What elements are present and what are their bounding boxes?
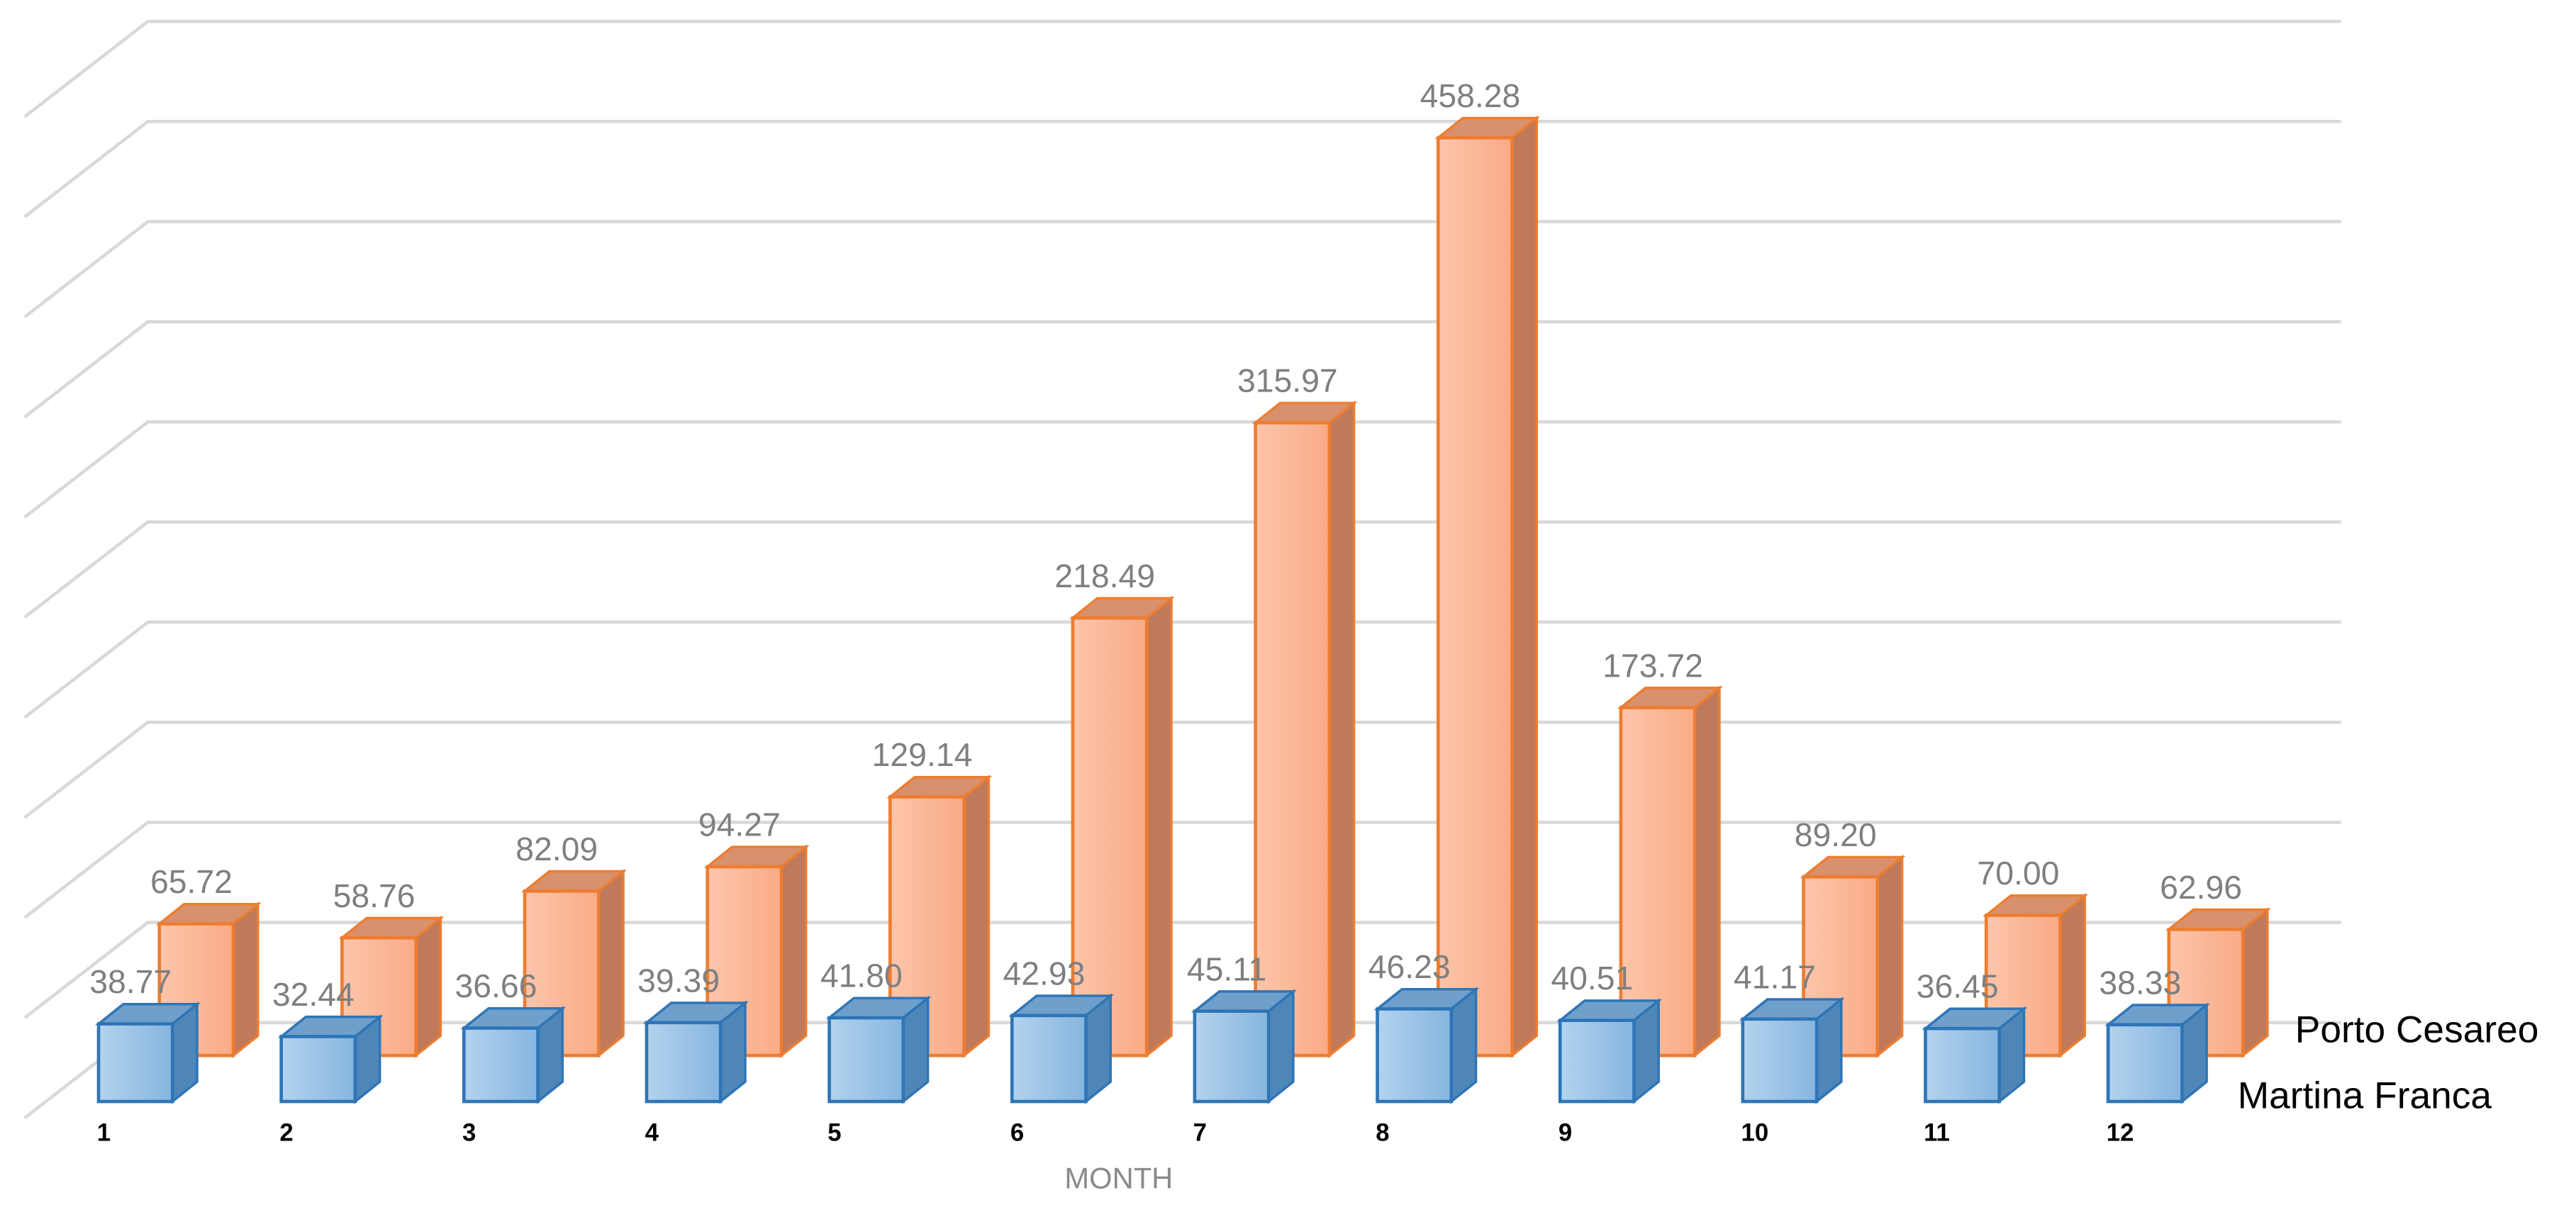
value-label: 58.76 bbox=[333, 877, 416, 914]
bar-side bbox=[1693, 685, 1721, 1058]
bar-side bbox=[902, 995, 930, 1104]
bar bbox=[645, 1021, 723, 1104]
bar bbox=[1071, 616, 1149, 1058]
x-tick-label: 4 bbox=[645, 1120, 659, 1147]
grid-line bbox=[23, 320, 2341, 418]
value-label: 40.51 bbox=[1551, 960, 1633, 997]
grid-line bbox=[23, 821, 2341, 919]
grid-line bbox=[23, 520, 2341, 619]
value-label: 218.49 bbox=[1054, 557, 1155, 594]
value-label: 41.17 bbox=[1734, 958, 1816, 995]
x-tick-label: 1 bbox=[97, 1120, 111, 1147]
bar bbox=[1436, 135, 1514, 1058]
bars bbox=[95, 115, 2271, 1104]
value-label: 36.45 bbox=[1917, 968, 1999, 1005]
bar bbox=[827, 1016, 905, 1104]
x-tick-label: 6 bbox=[1010, 1120, 1024, 1147]
grid-line bbox=[23, 720, 2341, 819]
bar bbox=[1558, 1018, 1636, 1104]
bar-side bbox=[962, 775, 991, 1058]
value-label: 41.80 bbox=[820, 958, 903, 994]
bar-side bbox=[414, 915, 442, 1058]
x-tick-label: 8 bbox=[1376, 1120, 1389, 1147]
x-tick-label: 9 bbox=[1559, 1120, 1572, 1147]
bar bbox=[279, 1035, 357, 1104]
x-tick-label: 2 bbox=[279, 1120, 293, 1147]
value-label: 458.28 bbox=[1420, 77, 1521, 114]
value-label: 129.14 bbox=[872, 736, 973, 773]
value-label: 36.66 bbox=[455, 967, 537, 1004]
x-tick-label: 5 bbox=[827, 1120, 841, 1147]
bar-side bbox=[1267, 989, 1295, 1104]
bar bbox=[1193, 1009, 1271, 1104]
x-tick-label: 12 bbox=[2107, 1120, 2134, 1147]
grid-line bbox=[23, 19, 2341, 118]
bar-side bbox=[232, 901, 260, 1058]
x-tick-label: 3 bbox=[462, 1120, 476, 1147]
value-label: 82.09 bbox=[515, 831, 598, 867]
bar-side bbox=[1328, 400, 1356, 1058]
grid-line bbox=[23, 119, 2341, 218]
bar bbox=[1741, 1017, 1819, 1104]
bar bbox=[1619, 706, 1697, 1058]
bar-side bbox=[597, 868, 625, 1058]
x-axis-title: MONTH bbox=[1064, 1161, 1173, 1194]
bar bbox=[1010, 1014, 1088, 1104]
bar bbox=[1924, 1026, 2002, 1104]
value-label: 39.39 bbox=[637, 962, 720, 999]
bar-side bbox=[1815, 997, 1843, 1104]
grid-line bbox=[23, 420, 2341, 519]
value-label: 315.97 bbox=[1237, 362, 1338, 399]
grid-line bbox=[23, 921, 2341, 1019]
value-label: 65.72 bbox=[150, 863, 233, 900]
value-label: 62.96 bbox=[2160, 869, 2242, 906]
grid bbox=[23, 19, 2341, 1120]
bar-side bbox=[2058, 893, 2086, 1058]
bar-side bbox=[780, 844, 808, 1058]
labels: MONTH Porto Cesareo Martina Franca 65.72… bbox=[89, 77, 2538, 1194]
value-label: 38.33 bbox=[2099, 964, 2181, 1001]
series-name: Martina Franca bbox=[2238, 1075, 2492, 1116]
value-label: 173.72 bbox=[1602, 647, 1703, 684]
bar bbox=[2106, 1023, 2184, 1104]
bar-side bbox=[1450, 987, 1478, 1104]
grid-line bbox=[23, 620, 2341, 719]
bar-side bbox=[1145, 595, 1173, 1058]
bar-side bbox=[1876, 854, 1904, 1058]
value-label: 42.93 bbox=[1003, 955, 1085, 992]
bar-side bbox=[2241, 906, 2269, 1058]
value-label: 38.77 bbox=[89, 963, 172, 1000]
value-label: 89.20 bbox=[1795, 816, 1877, 853]
value-label: 32.44 bbox=[272, 976, 355, 1013]
x-tick-label: 11 bbox=[1924, 1120, 1950, 1147]
grid-line bbox=[23, 220, 2341, 318]
value-label: 94.27 bbox=[698, 806, 781, 843]
x-tick-label: 7 bbox=[1193, 1120, 1207, 1147]
x-tick-label: 10 bbox=[1741, 1120, 1769, 1147]
bar-side bbox=[1084, 993, 1113, 1104]
value-label: 46.23 bbox=[1368, 948, 1451, 985]
bar bbox=[1376, 1007, 1454, 1104]
bar bbox=[462, 1026, 540, 1104]
value-label: 70.00 bbox=[1977, 855, 2059, 892]
value-label: 45.11 bbox=[1187, 950, 1266, 987]
bar-side bbox=[1510, 115, 1539, 1058]
bar bbox=[96, 1022, 174, 1104]
series-name: Porto Cesareo bbox=[2295, 1009, 2539, 1051]
